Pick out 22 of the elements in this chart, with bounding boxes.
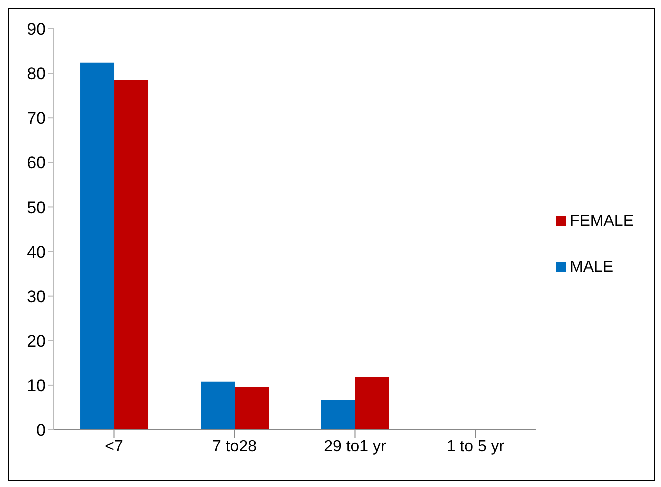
y-tick-label: 20 [27,332,46,351]
y-tick-label: 90 [27,20,46,40]
y-tick-label: 10 [27,376,46,396]
bar [114,80,149,430]
legend-label: FEMALE [570,212,634,230]
y-tick-label: 30 [27,287,46,306]
y-tick-label: 80 [27,64,46,84]
bar [201,382,236,430]
y-tick-label: 70 [27,109,46,128]
y-tick-label: 0 [36,421,46,440]
legend-label: MALE [570,258,614,276]
y-tick-label: 40 [27,242,46,262]
y-tick-label: 50 [27,198,46,218]
x-tick-label: 29 to1 yr [324,438,388,456]
bar [80,62,115,430]
bar [235,387,270,430]
x-tick-label: 1 to 5 yr [446,438,506,456]
x-tick-label: <7 [105,438,124,456]
y-tick-label: 60 [27,154,46,173]
bar [322,400,356,430]
x-tick-label: 7 to28 [212,438,258,456]
bar [356,377,390,430]
